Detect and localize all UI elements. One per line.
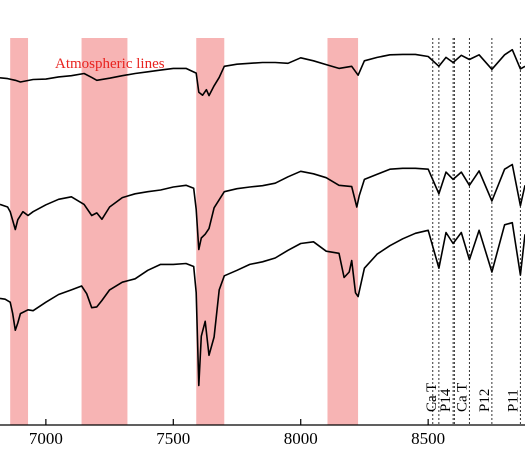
spectral-line-label-1: P14 — [438, 388, 454, 412]
atmospheric-band-2 — [196, 38, 225, 425]
x-tick-label-3: 8500 — [411, 429, 445, 448]
atmospheric-band-0 — [10, 38, 29, 425]
spectral-line-label-4: P11 — [505, 389, 521, 412]
spectra-series — [0, 48, 525, 387]
x-tick-label-0: 7000 — [29, 429, 63, 448]
spectral-line-markers — [432, 38, 521, 425]
spectral-line-label-0: Ca T — [424, 383, 440, 412]
spectrum-line-2 — [0, 221, 525, 387]
x-axis: 7000 7500 8000 8500 — [0, 419, 525, 448]
atmospheric-lines-label: Atmospheric lines — [55, 56, 165, 72]
spectral-line-label-2: Ca T — [454, 383, 470, 412]
atmospheric-bands — [10, 38, 359, 425]
atmospheric-band-1 — [81, 38, 128, 425]
x-tick-label-2: 8000 — [284, 429, 318, 448]
spectrum-line-1 — [0, 163, 525, 251]
spectral-line-label-3: P12 — [477, 389, 493, 412]
x-tick-label-1: 7500 — [156, 429, 190, 448]
spectrum-line-0 — [0, 48, 525, 97]
atmospheric-band-3 — [327, 38, 359, 425]
